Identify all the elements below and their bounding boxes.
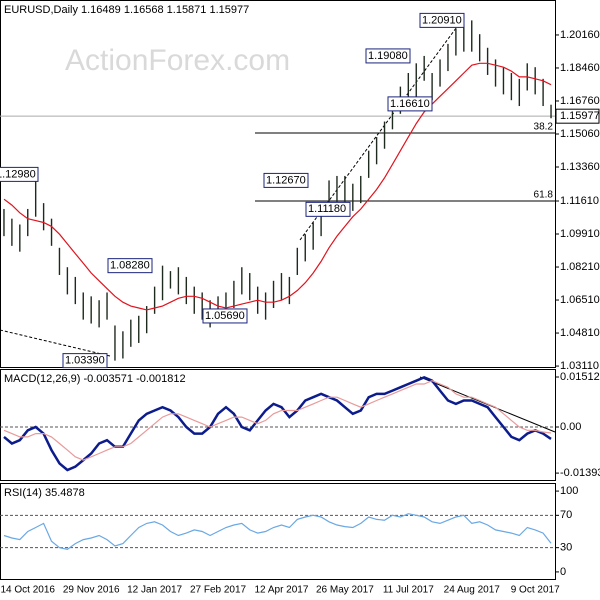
x-tick-label: 29 Nov 2016 xyxy=(63,585,120,596)
annotation-label: 1.08280 xyxy=(110,260,150,272)
x-tick-label: 27 Feb 2017 xyxy=(190,585,247,596)
indicator-line xyxy=(3,376,552,472)
watermark: ActionForex.com xyxy=(65,44,290,77)
y-tick-label: 1.13360 xyxy=(560,161,600,173)
x-tick-label: 12 Jan 2017 xyxy=(127,585,182,596)
rsi-title: RSI(14) 35.4878 xyxy=(4,487,85,499)
y-tick-label: 1.18460 xyxy=(560,62,600,74)
y-tick-label: 1.06510 xyxy=(560,294,600,306)
annotation-label: 1.19080 xyxy=(368,50,408,62)
annotation-label: 1.03390 xyxy=(65,355,105,367)
y-tick-label: -0.013938 xyxy=(560,467,600,479)
annotation-label: 1.16610 xyxy=(390,98,430,110)
y-tick-label: 1.09910 xyxy=(560,228,600,240)
y-tick-label: 100 xyxy=(560,485,578,497)
trend-line xyxy=(0,329,111,357)
y-tick-label: 0 xyxy=(560,566,566,578)
y-tick-label: 70 xyxy=(560,509,572,521)
last-price-label: 1.15977 xyxy=(560,110,600,122)
y-tick-label: 0.01512 xyxy=(560,371,600,383)
y-tick-label: 1.15060 xyxy=(560,128,600,140)
annotation-box xyxy=(419,12,465,28)
annotation-box xyxy=(202,308,248,324)
annotation-box xyxy=(0,166,39,182)
y-tick-label: 1.11610 xyxy=(560,195,599,207)
y-tick-label: 1.03110 xyxy=(560,360,599,372)
y-tick-label: 1.16760 xyxy=(560,95,600,107)
macd-title: MACD(12,26,9) -0.003571 -0.001812 xyxy=(4,373,186,385)
x-tick-label: 14 Oct 2016 xyxy=(1,585,56,596)
annotation-box xyxy=(387,96,433,112)
annotation-label: 1.05690 xyxy=(205,310,245,322)
x-tick-label: 11 Jul 2017 xyxy=(383,585,434,596)
indicator-line xyxy=(3,380,552,461)
fib-label: 61.8 xyxy=(534,190,554,201)
price-panel xyxy=(0,0,556,368)
y-tick-label: 30 xyxy=(560,542,572,554)
y-tick-label: 1.20160 xyxy=(560,29,600,41)
x-tick-label: 24 Aug 2017 xyxy=(444,585,501,596)
y-tick-label: 0.00 xyxy=(560,421,581,433)
indicator-line xyxy=(3,513,552,550)
last-price-box xyxy=(555,108,600,124)
x-tick-label: 12 Apr 2017 xyxy=(254,585,308,596)
y-tick-label: 1.08210 xyxy=(560,261,600,273)
annotation-box xyxy=(305,201,351,217)
annotation-box xyxy=(62,353,108,369)
annotation-label: 1.20910 xyxy=(422,14,462,26)
annotation-box xyxy=(365,48,411,64)
annotation-label: 1.11180 xyxy=(308,203,346,215)
y-tick-label: 1.04810 xyxy=(560,327,600,339)
rsi-panel xyxy=(0,483,556,580)
annotation-box xyxy=(263,172,309,188)
x-tick-label: 26 May 2017 xyxy=(316,585,374,596)
annotation-box xyxy=(107,258,153,274)
price-title: EURUSD,Daily 1.16489 1.16568 1.15871 1.1… xyxy=(4,4,249,16)
x-tick-label: 9 Oct 2017 xyxy=(511,585,560,596)
fib-label: 38.2 xyxy=(534,122,554,133)
macd-panel xyxy=(0,369,556,481)
moving-average xyxy=(3,62,552,311)
annotation-label: 1.12980 xyxy=(0,168,36,180)
annotation-label: 1.12670 xyxy=(266,174,306,186)
